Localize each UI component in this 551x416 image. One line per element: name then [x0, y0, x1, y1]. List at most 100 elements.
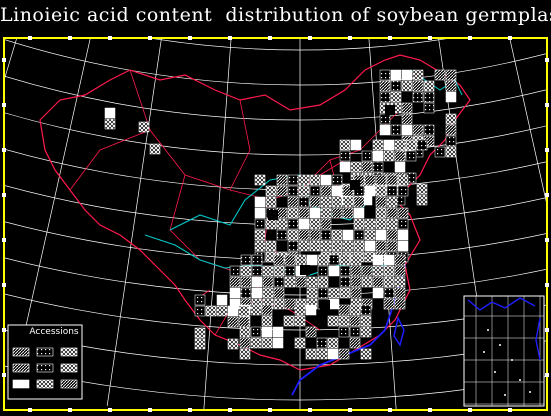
accession-cell — [240, 349, 250, 359]
frame-tick — [2, 328, 6, 332]
accession-cell — [329, 255, 339, 265]
accession-cell — [446, 70, 456, 80]
frame-tick — [545, 373, 549, 377]
accession-cell — [354, 197, 364, 207]
accession-cell — [296, 255, 306, 265]
accession-cell — [387, 197, 397, 207]
accession-cell — [274, 288, 284, 298]
accession-cell — [380, 70, 390, 80]
accession-cell — [274, 299, 284, 309]
accession-cell — [321, 186, 331, 196]
accession-cell — [277, 208, 287, 218]
accession-cell — [351, 266, 361, 276]
accession-cell — [387, 230, 397, 240]
accession-cell — [241, 277, 251, 287]
frame-tick — [108, 36, 112, 40]
accession-cell — [361, 349, 371, 359]
frame-tick — [188, 408, 192, 412]
accession-cell — [384, 255, 394, 265]
frame-tick — [348, 36, 352, 40]
accession-cell — [402, 103, 412, 113]
accession-cell — [391, 125, 401, 135]
accession-cell — [446, 125, 456, 135]
frame-tick — [545, 193, 549, 197]
accession-cell — [343, 197, 353, 207]
accession-cell — [310, 230, 320, 240]
accession-cell — [387, 219, 397, 229]
accession-cell — [350, 338, 360, 348]
accession-cell — [395, 299, 405, 309]
empty-cell — [300, 265, 310, 275]
accession-cell — [395, 266, 405, 276]
accession-cell — [251, 305, 261, 315]
accession-cell — [277, 186, 287, 196]
accession-cell — [240, 338, 250, 348]
accession-cell — [217, 306, 227, 316]
accession-cell — [310, 208, 320, 218]
accession-cell — [340, 288, 350, 298]
frame-tick — [388, 36, 392, 40]
accession-cell — [380, 125, 390, 135]
accession-cell — [273, 338, 283, 348]
frame-tick — [428, 408, 432, 412]
accession-cell — [395, 162, 405, 172]
accession-cell — [384, 266, 394, 276]
accession-cell — [417, 195, 427, 205]
accession-cell — [310, 175, 320, 185]
frame-tick — [28, 408, 32, 412]
frame-tick — [68, 408, 72, 412]
accession-cell — [217, 295, 227, 305]
frame-tick — [268, 408, 272, 412]
accession-cell — [376, 230, 386, 240]
accession-cell — [413, 92, 423, 102]
inset-island — [499, 344, 501, 346]
accession-cell — [376, 186, 386, 196]
accession-cell — [384, 151, 394, 161]
accession-cell — [384, 288, 394, 298]
accession-cell — [255, 197, 265, 207]
frame-tick — [2, 58, 6, 62]
accession-cell — [343, 230, 353, 240]
frame-tick — [2, 373, 6, 377]
accession-cell — [273, 327, 283, 337]
accession-cell — [354, 230, 364, 240]
accession-cell — [296, 277, 306, 287]
accession-cell — [285, 277, 295, 287]
accession-cell — [321, 230, 331, 240]
accession-cell — [398, 175, 408, 185]
frame-tick — [28, 36, 32, 40]
accession-cell — [299, 186, 309, 196]
accession-cell — [340, 140, 350, 150]
accession-cell — [398, 241, 408, 251]
accession-cell — [362, 277, 372, 287]
accession-cell — [339, 305, 349, 315]
accession-cell — [288, 186, 298, 196]
inset-island — [504, 394, 506, 396]
frame-tick — [308, 408, 312, 412]
accession-cell — [277, 219, 287, 229]
accession-cell — [317, 338, 327, 348]
accession-cell — [417, 140, 427, 150]
frame-tick — [428, 36, 432, 40]
frame-tick — [68, 36, 72, 40]
frame-tick — [545, 283, 549, 287]
accession-cell — [387, 175, 397, 185]
accession-cell — [241, 288, 251, 298]
accession-cell — [317, 349, 327, 359]
accession-cell — [384, 299, 394, 309]
accession-cell — [340, 266, 350, 276]
accession-cell — [340, 162, 350, 172]
accession-cell — [387, 186, 397, 196]
accession-cell — [266, 241, 276, 251]
accession-cell — [230, 277, 240, 287]
accession-cell — [318, 266, 328, 276]
inset-island — [494, 371, 496, 373]
accession-cell — [406, 151, 416, 161]
accession-cell — [295, 316, 305, 326]
inset-island — [483, 351, 485, 353]
accession-cell — [288, 219, 298, 229]
accession-cell — [255, 230, 265, 240]
accession-cell — [195, 295, 205, 305]
accession-cell — [373, 266, 383, 276]
accession-cell — [417, 184, 427, 194]
